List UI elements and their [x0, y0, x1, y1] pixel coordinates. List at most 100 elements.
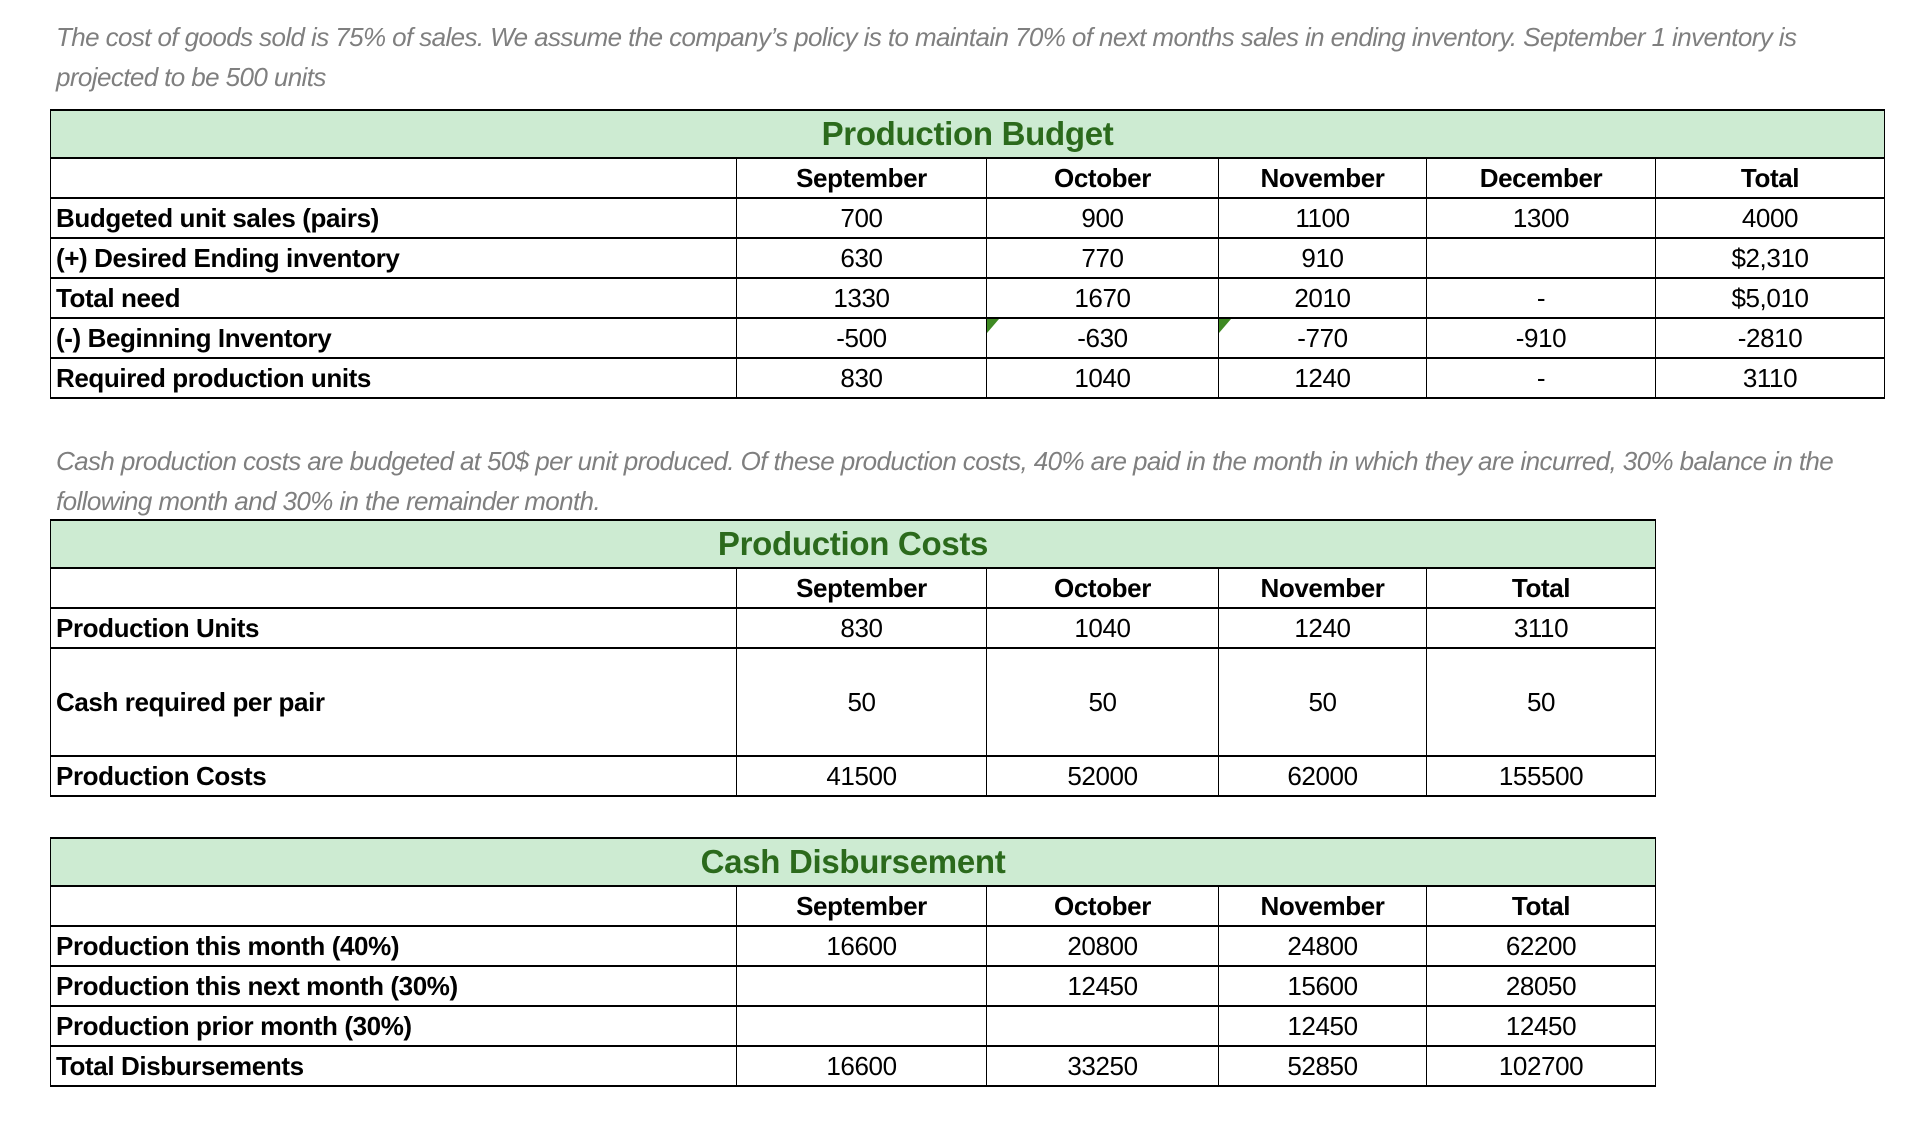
cell-with-error-indicator[interactable]: -630 [986, 317, 1219, 359]
column-header-september[interactable]: September [736, 885, 987, 927]
column-header-total[interactable]: Total [1425, 567, 1657, 609]
cell-with-error-indicator[interactable]: -770 [1218, 317, 1427, 359]
cell[interactable]: 50 [986, 647, 1219, 757]
column-header-november[interactable]: November [1218, 157, 1427, 199]
cell[interactable]: 52850 [1218, 1045, 1427, 1087]
cell[interactable]: 3110 [1425, 607, 1657, 649]
cell[interactable] [736, 965, 987, 1007]
cell[interactable]: 50 [736, 647, 987, 757]
row-label[interactable]: Production Costs [50, 755, 737, 797]
cell[interactable]: 33250 [986, 1045, 1219, 1087]
cell[interactable]: 900 [986, 197, 1219, 239]
cell[interactable]: $5,010 [1655, 277, 1885, 319]
error-indicator-icon[interactable] [1219, 320, 1231, 333]
column-header-total[interactable]: Total [1425, 885, 1657, 927]
row-label[interactable]: Cash required per pair [50, 647, 737, 757]
row-label[interactable]: (-) Beginning Inventory [50, 317, 737, 359]
cell[interactable]: 52000 [986, 755, 1219, 797]
production-costs-table: Production Costs September October Novem… [49, 519, 1657, 797]
cell[interactable]: 62000 [1218, 755, 1427, 797]
error-indicator-icon[interactable] [987, 320, 999, 333]
cell[interactable]: 830 [736, 607, 987, 649]
cell[interactable]: 28050 [1425, 965, 1657, 1007]
column-header-november[interactable]: November [1218, 885, 1427, 927]
cell[interactable]: - [1426, 357, 1656, 399]
table-row: Total Disbursements 16600 33250 52850 10… [50, 1045, 1657, 1087]
header-blank-cell[interactable] [50, 157, 737, 199]
production-costs-title: Production Costs [49, 519, 1657, 569]
cell[interactable]: 50 [1425, 647, 1657, 757]
column-header-september[interactable]: September [736, 567, 987, 609]
cash-disbursement-table: Cash Disbursement September October Nove… [49, 837, 1657, 1087]
cell[interactable] [736, 1005, 987, 1047]
cell[interactable]: -500 [736, 317, 987, 359]
cell-value: -770 [1297, 322, 1348, 353]
header-blank-cell[interactable] [50, 567, 737, 609]
cell[interactable]: 910 [1218, 237, 1427, 279]
cell[interactable]: 700 [736, 197, 987, 239]
cell[interactable]: 102700 [1425, 1045, 1657, 1087]
table-row: Required production units 830 1040 1240 … [50, 357, 1885, 399]
cell[interactable]: 1240 [1218, 607, 1427, 649]
cell[interactable]: 1040 [986, 607, 1219, 649]
cell[interactable]: 1100 [1218, 197, 1427, 239]
row-label[interactable]: Total need [50, 277, 737, 319]
cell[interactable]: - [1426, 277, 1656, 319]
cell[interactable]: 1240 [1218, 357, 1427, 399]
cell[interactable]: 12450 [1218, 1005, 1427, 1047]
cell[interactable]: 20800 [986, 925, 1219, 967]
header-blank-cell[interactable] [50, 885, 737, 927]
cell[interactable]: 15600 [1218, 965, 1427, 1007]
table-row: Production this next month (30%) 12450 1… [50, 965, 1657, 1007]
row-label[interactable]: Budgeted unit sales (pairs) [50, 197, 737, 239]
cell[interactable]: 155500 [1425, 755, 1657, 797]
production-budget-title: Production Budget [50, 109, 1885, 159]
row-label[interactable]: (+) Desired Ending inventory [50, 237, 737, 279]
cell[interactable]: 16600 [736, 1045, 987, 1087]
row-label[interactable]: Production Units [50, 607, 737, 649]
cell[interactable]: 1300 [1426, 197, 1656, 239]
table-row: Production Units 830 1040 1240 3110 [50, 607, 1657, 649]
column-header-october[interactable]: October [986, 885, 1219, 927]
intro-note: The cost of goods sold is 75% of sales. … [56, 22, 1797, 92]
cell[interactable]: 12450 [1425, 1005, 1657, 1047]
cell[interactable]: 62200 [1425, 925, 1657, 967]
row-label[interactable]: Production this next month (30%) [50, 965, 737, 1007]
row-label[interactable]: Total Disbursements [50, 1045, 737, 1087]
column-header-december[interactable]: December [1426, 157, 1656, 199]
table-row: (-) Beginning Inventory -500 -630 -770 -… [50, 317, 1885, 359]
cell[interactable]: 630 [736, 237, 987, 279]
cell[interactable]: -910 [1426, 317, 1656, 359]
cell[interactable]: 41500 [736, 755, 987, 797]
row-label[interactable]: Production prior month (30%) [50, 1005, 737, 1047]
table-row: Cash required per pair 50 50 50 50 [50, 647, 1657, 757]
cell[interactable] [1426, 237, 1656, 279]
cell[interactable]: 12450 [986, 965, 1219, 1007]
table-row: Production this month (40%) 16600 20800 … [50, 925, 1657, 967]
column-header-total[interactable]: Total [1655, 157, 1885, 199]
cell[interactable]: -2810 [1655, 317, 1885, 359]
cash-disbursement-title: Cash Disbursement [49, 837, 1657, 887]
cell[interactable]: 1670 [986, 277, 1219, 319]
cell[interactable] [986, 1005, 1219, 1047]
column-header-november[interactable]: November [1218, 567, 1427, 609]
column-header-september[interactable]: September [736, 157, 987, 199]
row-label[interactable]: Required production units [50, 357, 737, 399]
cell[interactable]: 770 [986, 237, 1219, 279]
column-header-october[interactable]: October [986, 567, 1219, 609]
cell[interactable]: 830 [736, 357, 987, 399]
row-label[interactable]: Production this month (40%) [50, 925, 737, 967]
table-row: Budgeted unit sales (pairs) 700 900 1100… [50, 197, 1885, 239]
cell[interactable]: 1330 [736, 277, 987, 319]
cell[interactable]: 16600 [736, 925, 987, 967]
cost-note: Cash production costs are budgeted at 50… [56, 446, 1834, 516]
table-row: Production Costs 41500 52000 62000 15550… [50, 755, 1657, 797]
cell[interactable]: 24800 [1218, 925, 1427, 967]
cell[interactable]: 50 [1218, 647, 1427, 757]
column-header-october[interactable]: October [986, 157, 1219, 199]
cell[interactable]: $2,310 [1655, 237, 1885, 279]
cell[interactable]: 1040 [986, 357, 1219, 399]
cell[interactable]: 4000 [1655, 197, 1885, 239]
cell[interactable]: 2010 [1218, 277, 1427, 319]
cell[interactable]: 3110 [1655, 357, 1885, 399]
